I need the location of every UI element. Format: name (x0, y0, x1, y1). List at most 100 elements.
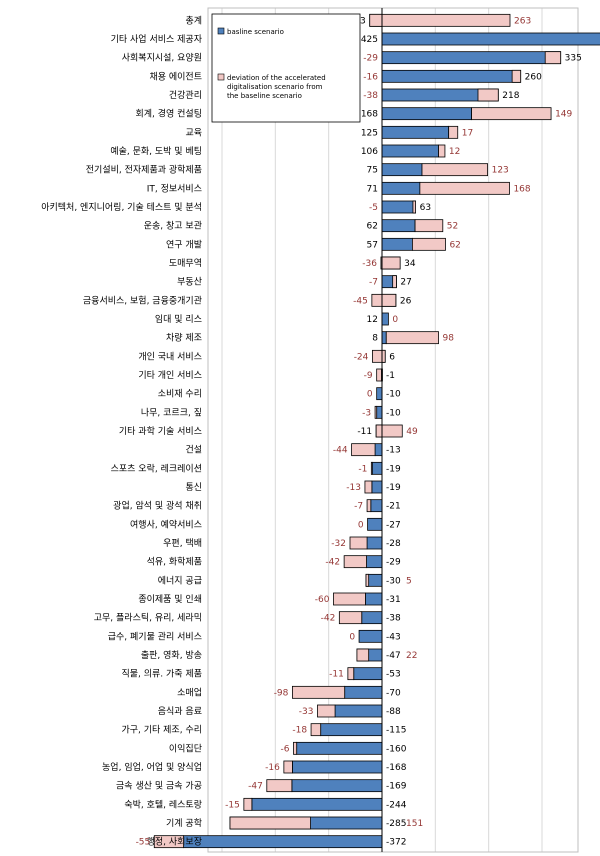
category-label: 직물, 의류. 가죽 제품 (121, 669, 202, 680)
baseline-value-label: -11 (357, 427, 372, 437)
deviation-value-label: 62 (449, 240, 460, 250)
baseline-value-label: 6 (389, 352, 395, 362)
deviation-value-label: -16 (265, 763, 280, 773)
deviation-value-label: 0 (367, 390, 373, 400)
baseline-value-label: 75 (367, 166, 378, 176)
baseline-value-label: -88 (386, 707, 401, 717)
deviation-value-label: 151 (406, 819, 423, 829)
bar-deviation (343, 555, 367, 569)
category-label: 기계 공학 (166, 817, 202, 829)
baseline-value-label: -70 (386, 688, 401, 698)
category-label: 통신 (185, 482, 202, 493)
bar-baseline (376, 405, 383, 419)
deviation-value-label: 17 (462, 128, 473, 138)
bar-baseline (381, 51, 562, 65)
deviation-value-label: 12 (449, 147, 460, 157)
bar-baseline (366, 555, 383, 569)
bar-deviation (333, 592, 366, 606)
legend-label-deviation: deviation of the accelerated digitalisati… (227, 74, 326, 100)
legend-box (211, 13, 361, 123)
bar-baseline (353, 667, 383, 681)
category-label: 출판, 영화, 방송 (141, 650, 202, 661)
deviation-value-label: 123 (492, 166, 509, 176)
category-label: 광업, 암석 및 광석 채취 (113, 500, 202, 512)
bar-deviation (364, 480, 373, 494)
bar-deviation (229, 816, 311, 830)
bar-deviation (365, 573, 370, 587)
bar-deviation (349, 536, 368, 550)
bar-deviation (347, 667, 355, 681)
category-label: 개인 국내 서비스 (138, 351, 202, 362)
category-label: 기타 개인 서비스 (138, 370, 202, 381)
category-label: 도매무역 (169, 258, 202, 269)
bar-deviation (370, 461, 373, 475)
baseline-value-label: -10 (386, 390, 401, 400)
deviation-value-label: -24 (354, 352, 369, 362)
labels: 총계-23263기타 사업 서비스 제공자425106사회복지시설, 요양원33… (41, 14, 582, 848)
bar-baseline (381, 32, 600, 46)
bar-baseline (381, 144, 439, 158)
category-label: 소매업 (177, 687, 202, 698)
plot-frame (207, 7, 579, 853)
bar-baseline (381, 125, 450, 139)
bar-baseline (381, 312, 389, 326)
deviation-value-label: 263 (514, 16, 531, 26)
baseline-value-label: 27 (400, 278, 411, 288)
bar-baseline (183, 835, 383, 849)
deviation-value-label: -55 (136, 838, 151, 848)
category-label: 건설 (185, 445, 202, 456)
deviation-value-label: -47 (248, 782, 263, 792)
bar-deviation (291, 685, 346, 699)
baseline-value-label: 106 (361, 147, 378, 157)
bar-baseline (374, 443, 383, 457)
baseline-value-label: -43 (386, 632, 401, 642)
bar-deviation (356, 648, 370, 662)
bar-deviation (293, 741, 298, 755)
category-label: 여행사, 예약서비스 (130, 518, 202, 530)
category-label: 급수, 폐기물 관리 서비스 (108, 630, 202, 642)
category-label: 건강관리 (169, 90, 202, 101)
bar-baseline (365, 592, 383, 606)
baseline-value-label: -285 (386, 819, 406, 829)
bar-deviation (414, 219, 444, 233)
bar-baseline (381, 219, 416, 233)
category-label: 음식과 음료 (158, 706, 202, 717)
deviation-value-label: -15 (225, 800, 240, 810)
deviation-value-label: 0 (392, 315, 398, 325)
baseline-value-label: -53 (386, 670, 401, 680)
legend-swatch-baseline (217, 27, 225, 35)
baseline-value-label: -31 (386, 595, 401, 605)
category-label: 금속 생산 및 금속 가공 (116, 780, 202, 792)
baseline-value-label: -19 (386, 464, 401, 474)
deviation-value-label: 98 (443, 334, 455, 344)
baseline-value-label: -28 (386, 539, 401, 549)
baseline-value-label: -168 (386, 763, 407, 773)
bar-deviation (351, 443, 376, 457)
bar-deviation (477, 88, 499, 102)
bar-deviation (471, 107, 552, 121)
deviation-value-label: -44 (333, 446, 348, 456)
deviation-value-label: 49 (406, 427, 418, 437)
deviation-value-label: -3 (362, 408, 371, 418)
bar-deviation (310, 723, 322, 737)
baseline-value-label: 218 (502, 91, 519, 101)
bar-deviation (438, 144, 446, 158)
baseline-value-label: -115 (386, 726, 406, 736)
bar-deviation (266, 779, 293, 793)
deviation-value-label: -60 (315, 595, 330, 605)
deviation-value-label: -7 (354, 502, 363, 512)
deviation-value-label: -13 (346, 483, 361, 493)
baseline-value-label: -29 (386, 558, 401, 568)
deviation-value-label: -5 (369, 203, 378, 213)
bar-baseline (371, 461, 383, 475)
category-label: 사회복지시설, 요양원 (122, 53, 202, 64)
bar-baseline (358, 629, 383, 643)
baseline-value-label: -47 (386, 651, 401, 661)
bar-deviation (338, 611, 363, 625)
legend-swatch-deviation (217, 73, 225, 81)
baseline-value-label: 335 (565, 54, 582, 64)
category-label: 전기설비, 전자제품과 광학제품 (86, 164, 202, 176)
deviation-value-label: -9 (364, 371, 373, 381)
